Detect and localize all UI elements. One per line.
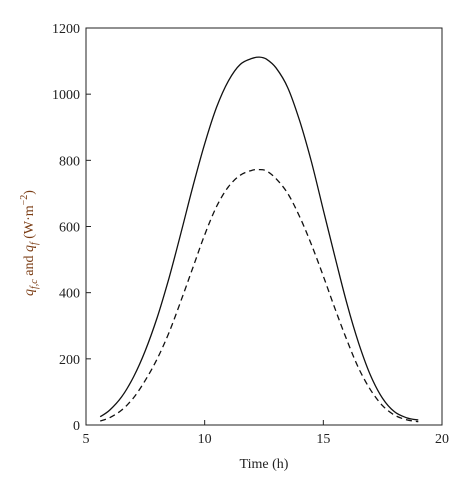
x-tick-label: 5 (83, 432, 90, 447)
y-tick-label: 1000 (52, 88, 80, 103)
y-tick-label: 800 (59, 154, 80, 169)
series-layer (100, 57, 418, 422)
y-label-unit-close: ) (22, 190, 37, 195)
series-line-dashed (100, 170, 418, 422)
x-axis-ticks: 5 10 15 20 (83, 420, 450, 447)
y-label-unit-open: (W·m (22, 205, 37, 242)
y-label-q2: q (22, 245, 37, 252)
x-tick-label: 10 (198, 432, 212, 447)
y-tick-label: 0 (73, 419, 80, 434)
y-axis-ticks: 0 200 400 600 800 1000 1200 (52, 22, 91, 434)
y-tick-label: 600 (59, 221, 80, 236)
x-tick-label: 20 (435, 432, 449, 447)
y-tick-label: 1200 (52, 22, 80, 37)
x-axis-title: Time (h) (240, 457, 289, 472)
y-tick-label: 200 (59, 353, 80, 368)
x-tick-label: 15 (316, 432, 330, 447)
y-label-unit-exp: −2 (19, 195, 30, 206)
series-line-solid (100, 57, 418, 420)
y-label-and: and (22, 252, 37, 279)
y-label-q1: q (22, 289, 37, 296)
y-tick-label: 400 (59, 287, 80, 302)
y-axis-title: qf,c and qf (W·m−2) (19, 190, 40, 296)
